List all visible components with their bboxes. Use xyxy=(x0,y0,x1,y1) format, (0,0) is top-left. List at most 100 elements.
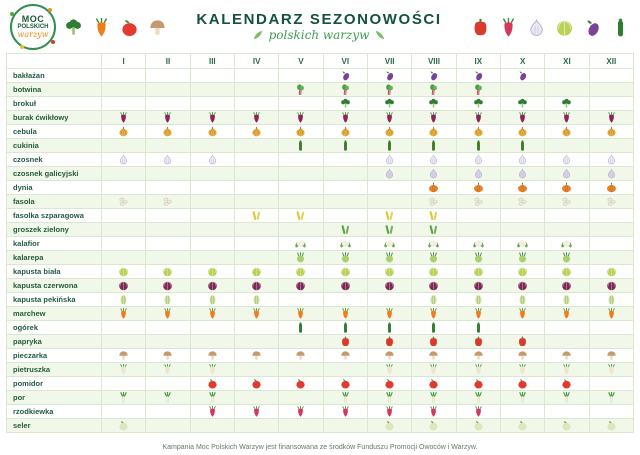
calendar-cell xyxy=(544,82,590,97)
white-cabbage-icon xyxy=(428,266,439,277)
calendar-cell xyxy=(100,82,147,97)
mushroom-icon xyxy=(340,350,351,361)
napa-cabbage-icon xyxy=(606,294,617,305)
beans-icon xyxy=(561,196,572,207)
calendar-cell xyxy=(189,180,235,195)
white-cabbage-icon xyxy=(384,266,395,277)
calendar-cell xyxy=(233,236,280,251)
calendar-cell xyxy=(233,390,280,405)
beet-greens-icon xyxy=(428,84,439,95)
garlic-icon xyxy=(428,154,439,165)
calendar-cell xyxy=(499,264,546,279)
calendar-cell xyxy=(100,110,147,125)
page-subtitle: polskich warzyw xyxy=(175,28,463,42)
calendar-cell xyxy=(233,320,280,335)
celeriac-icon xyxy=(606,420,617,431)
row-label: kapusta pekińska xyxy=(6,292,102,307)
radish-icon xyxy=(384,406,395,417)
row-label: kapusta biała xyxy=(6,264,102,279)
cauliflower-icon xyxy=(517,238,528,249)
calendar-cell xyxy=(322,376,368,391)
calendar-cell xyxy=(411,278,457,293)
napa-cabbage-icon xyxy=(473,294,484,305)
vegetable-row: rzodkiewka xyxy=(6,404,635,419)
calendar-cell xyxy=(455,194,501,209)
calendar-cell xyxy=(455,334,501,349)
calendar-cell xyxy=(499,278,546,293)
carrot-icon xyxy=(118,308,129,319)
page-title: KALENDARZ SEZONOWOŚCI xyxy=(196,11,442,29)
calendar-cell xyxy=(100,348,147,363)
calendar-cell xyxy=(455,348,501,363)
calendar-cell xyxy=(322,166,368,181)
calendar-cell xyxy=(145,222,191,237)
leek-icon xyxy=(561,392,572,403)
red-cabbage-icon xyxy=(340,280,351,291)
broccoli-icon xyxy=(340,98,351,109)
calendar-cell xyxy=(499,82,546,97)
calendar-cell xyxy=(588,348,635,363)
calendar-cell xyxy=(322,348,368,363)
broccoli-icon xyxy=(384,98,395,109)
header-deco-left xyxy=(64,18,167,37)
row-label: pieczarka xyxy=(6,348,102,363)
calendar-cell xyxy=(588,166,635,181)
celeriac-icon xyxy=(517,420,528,431)
calendar-cell xyxy=(100,320,147,335)
radish-icon xyxy=(295,406,306,417)
pepper-icon xyxy=(428,336,439,347)
calendar-cell xyxy=(411,292,457,307)
brand-logo: MOC POLSKICH warzyw xyxy=(10,4,56,50)
calendar-cell xyxy=(499,222,546,237)
red-cabbage-icon xyxy=(517,280,528,291)
calendar-cell xyxy=(189,124,235,139)
calendar-cell xyxy=(499,334,546,349)
calendar-cell xyxy=(455,110,501,125)
mushroom-icon xyxy=(606,350,617,361)
tomato-icon xyxy=(207,378,218,389)
carrot-icon xyxy=(207,308,218,319)
calendar-cell xyxy=(499,166,546,181)
calendar-cell xyxy=(499,138,546,153)
calendar-cell xyxy=(145,278,191,293)
calendar-cell xyxy=(145,124,191,139)
calendar-cell xyxy=(411,194,457,209)
calendar-cell xyxy=(278,334,324,349)
red-cabbage-icon xyxy=(118,280,129,291)
onion-icon xyxy=(561,126,572,137)
calendar-cell xyxy=(322,236,368,251)
garlic-icon xyxy=(561,168,572,179)
calendar-cell xyxy=(366,376,413,391)
calendar-cell xyxy=(588,222,635,237)
carrot-icon xyxy=(251,308,262,319)
calendar-cell xyxy=(366,334,413,349)
calendar-cell xyxy=(366,404,413,419)
calendar-cell xyxy=(100,166,147,181)
pea-pod-icon xyxy=(428,224,439,235)
calendar-cell xyxy=(544,390,590,405)
calendar-cell xyxy=(189,82,235,97)
kohlrabi-icon xyxy=(384,252,395,263)
calendar-cell xyxy=(145,264,191,279)
vegetable-row: pomidor xyxy=(6,376,635,391)
calendar-cell xyxy=(366,68,413,83)
kohlrabi-icon xyxy=(473,252,484,263)
footer-text: Kampania Moc Polskich Warzyw jest finans… xyxy=(162,444,478,451)
row-label: brokuł xyxy=(6,96,102,111)
beet-greens-icon xyxy=(384,84,395,95)
calendar-cell xyxy=(322,292,368,307)
eggplant-icon xyxy=(473,70,484,81)
radish-icon xyxy=(340,406,351,417)
red-cabbage-icon xyxy=(473,280,484,291)
month-header: II xyxy=(145,53,191,69)
calendar-cell xyxy=(588,208,635,223)
vegetable-row: pieczarka xyxy=(6,348,635,363)
calendar-cell xyxy=(189,152,235,167)
calendar-cell xyxy=(278,124,324,139)
calendar-cell xyxy=(411,68,457,83)
cauliflower-icon xyxy=(384,238,395,249)
zucchini-icon xyxy=(428,140,439,151)
onion-icon xyxy=(295,126,306,137)
onion-icon xyxy=(251,126,262,137)
calendar-cell xyxy=(455,222,501,237)
